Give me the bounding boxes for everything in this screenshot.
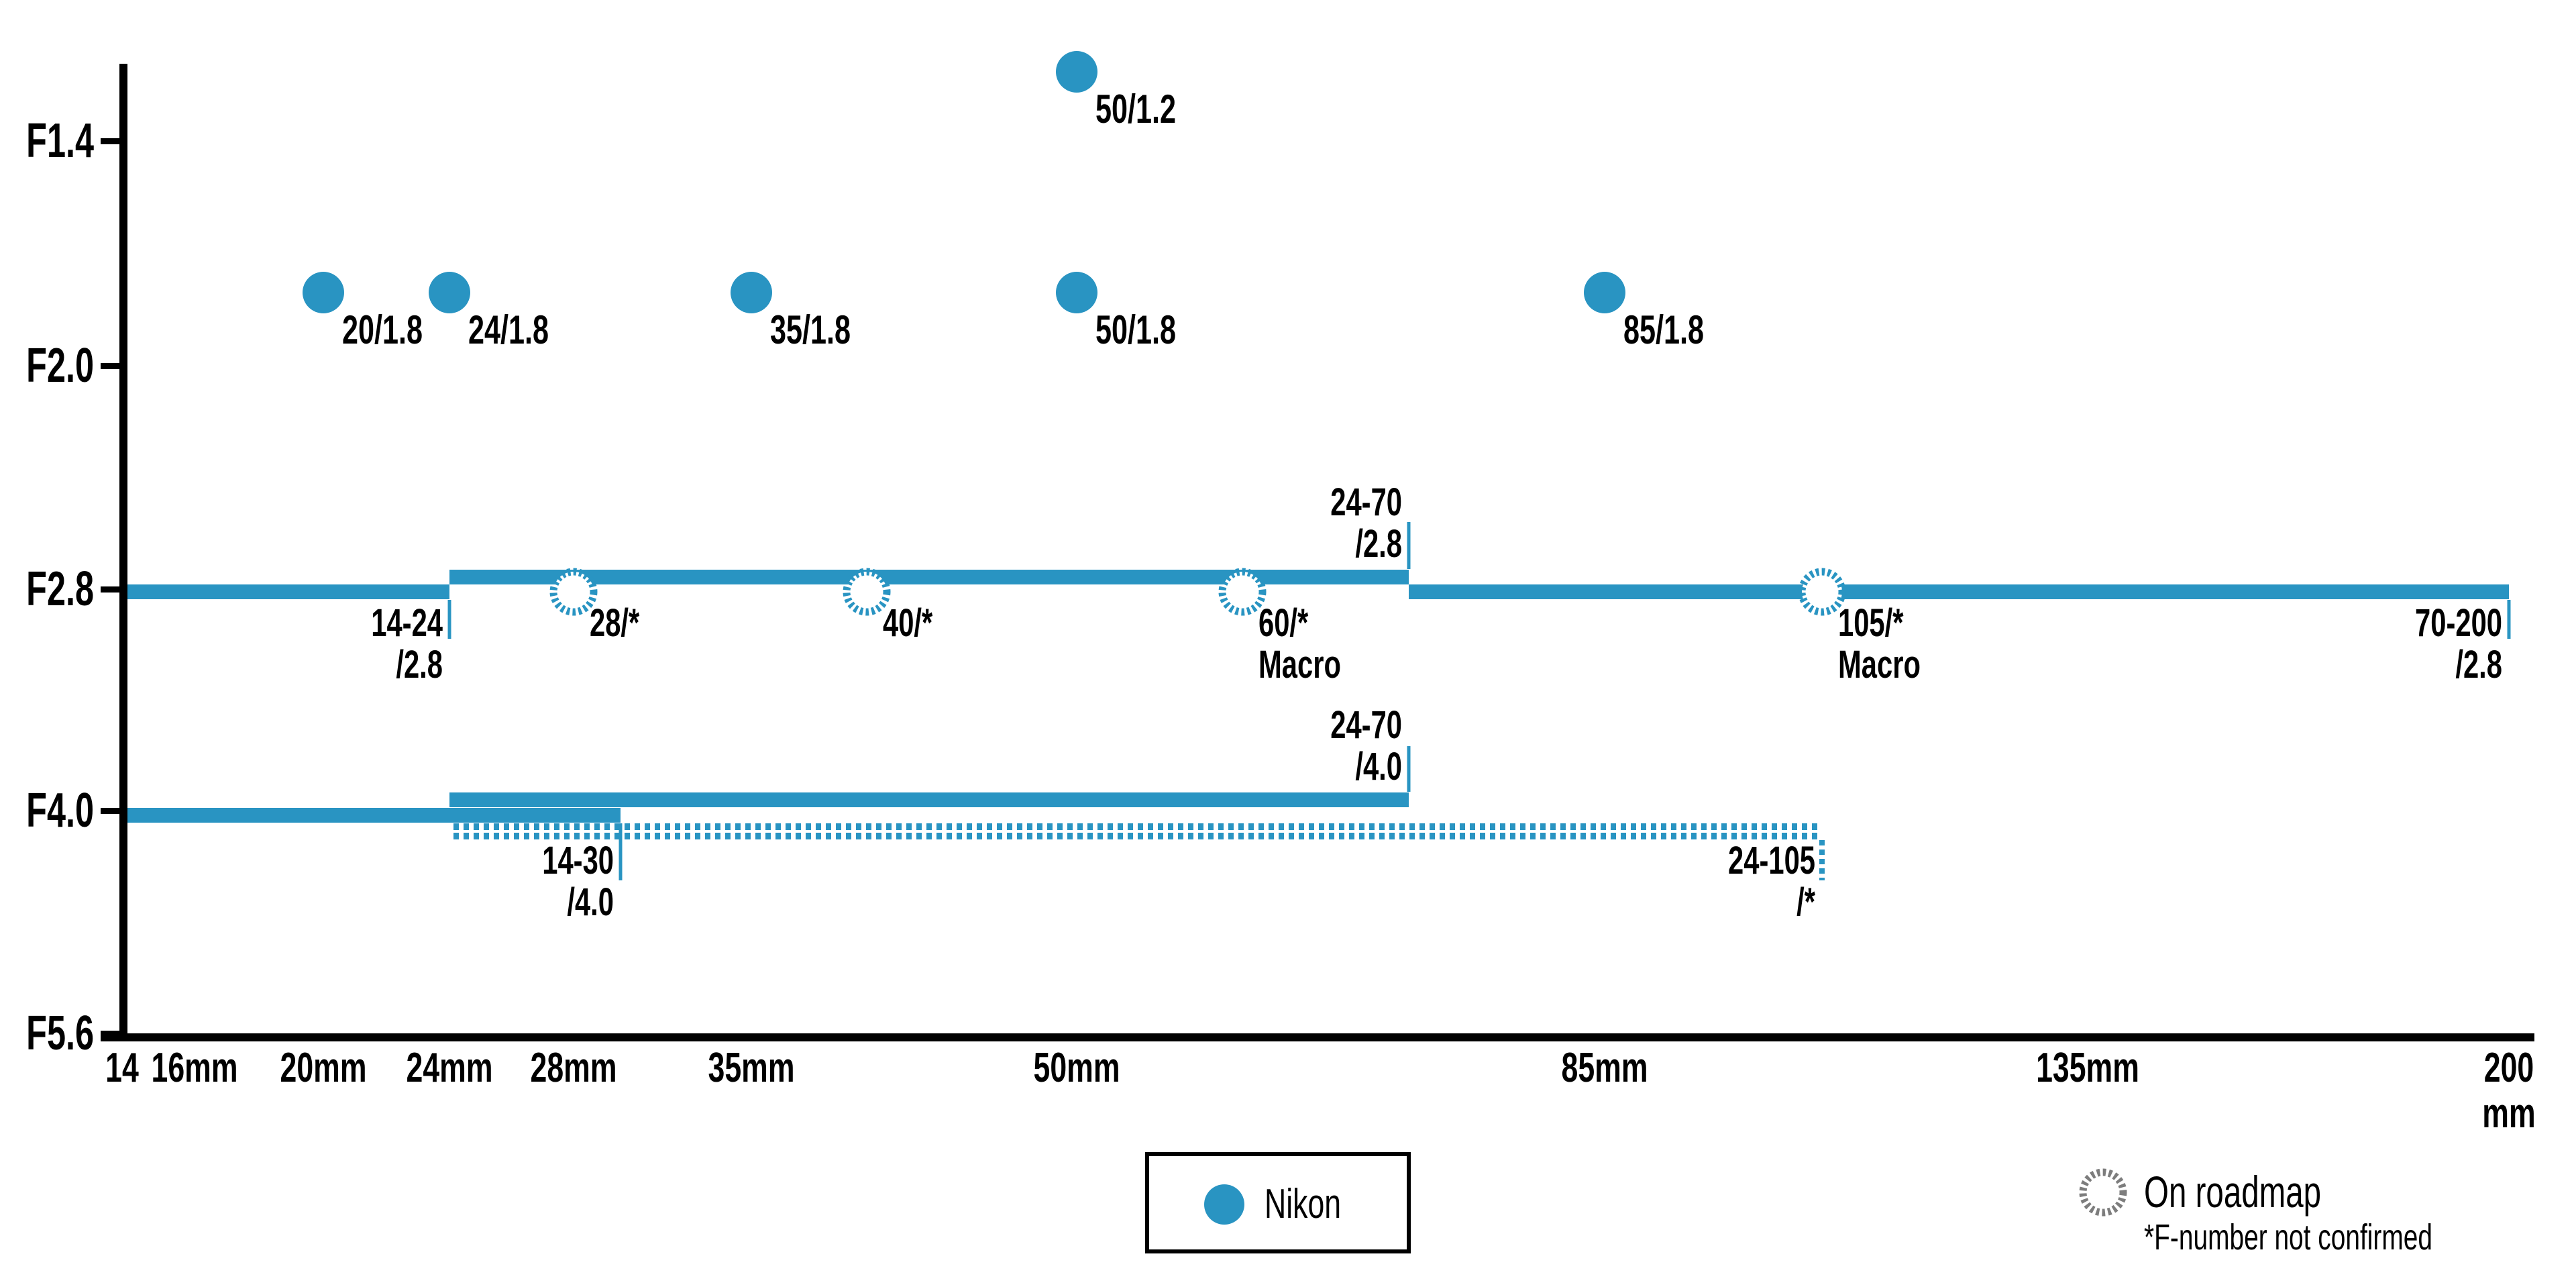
y-axis-tick-label: F2.0: [26, 339, 94, 393]
roadmap-lens-circle: [549, 568, 598, 616]
zoom-bar: [123, 584, 449, 599]
x-axis-tick-label: 50mm: [1033, 1045, 1120, 1091]
y-axis-tick-label: F2.8: [26, 562, 94, 616]
fnumber-footnote: *F-number not confirmed: [2144, 1217, 2432, 1257]
zoom-bar: [123, 808, 621, 823]
roadmap-lens-circles: [549, 568, 1846, 616]
zoom-lens-label: 24-105: [1728, 838, 1815, 882]
nikon-dot-icon: [1204, 1184, 1244, 1225]
x-axis-tick-label: 16mm: [151, 1045, 237, 1091]
prime-lens-label: 20/1.8: [342, 308, 423, 353]
x-axis-tick-label: 135mm: [2036, 1045, 2139, 1091]
y-axis-tick: [101, 1031, 127, 1037]
prime-lens-dot: [303, 272, 344, 313]
roadmap-lens-label: 60/*: [1258, 601, 1309, 644]
y-axis-tick-label: F1.4: [26, 114, 94, 168]
y-axis-tick: [101, 363, 127, 369]
x-axis-tick-label: 28mm: [530, 1045, 616, 1091]
y-axis-tick-label: F5.6: [26, 1007, 94, 1060]
zoom-lens-label: /2.8: [1355, 521, 1402, 565]
roadmap-lens-circle: [843, 568, 891, 616]
x-axis-tick-label: 14: [105, 1045, 139, 1091]
roadmap-legend-label: On roadmap: [2144, 1168, 2321, 1217]
nikon-legend-label: Nikon: [1265, 1181, 1341, 1227]
prime-lens-dot: [1056, 272, 1097, 313]
zoom-lens-label: /4.0: [567, 880, 614, 923]
y-axis-tick: [101, 138, 127, 144]
roadmap-lens-label: 40/*: [883, 601, 933, 644]
x-axis-tick-label: 200: [2484, 1045, 2534, 1091]
prime-lens-dot: [429, 272, 470, 313]
prime-lens-dot: [731, 272, 772, 313]
y-axis-tick: [101, 586, 127, 593]
roadmap-lens-label: Macro: [1838, 642, 1921, 686]
x-axis-line: [101, 1033, 2534, 1041]
zoom-lens-label: /4.0: [1355, 744, 1402, 788]
roadmap-lens-circle: [1218, 568, 1267, 616]
x-axis-tick-label: 24mm: [406, 1045, 492, 1091]
prime-lens-label: 50/1.8: [1095, 308, 1176, 353]
roadmap-lens-label: Macro: [1258, 642, 1341, 686]
lens-labels: 14-24/2.824-70/2.870-200/2.824-70/4.014-…: [342, 87, 2502, 923]
roadmap-lens-label: 28/*: [590, 601, 640, 644]
prime-lens-dot: [1584, 272, 1625, 313]
label-connector-lines: [447, 522, 2511, 880]
prime-lens-label: 85/1.8: [1623, 308, 1704, 353]
legend: Nikon On roadmap *F-number not confirmed: [1145, 1152, 2432, 1257]
prime-lens-label: 35/1.8: [770, 308, 851, 353]
axes: [101, 64, 2534, 1041]
y-axis-ticks: F1.4 F2.0 F2.8 F4.0 F5.6: [26, 114, 127, 1060]
zoom-lens-bars: [123, 570, 2509, 839]
roadmap-dashed-circle-icon: [2079, 1168, 2127, 1217]
zoom-bar: [449, 570, 1409, 584]
prime-lens-dots: [303, 51, 1625, 313]
x-axis-tick-label: mm: [2482, 1090, 2535, 1137]
zoom-bar: [1409, 584, 2509, 599]
zoom-lens-label: /2.8: [2455, 642, 2502, 686]
zoom-bar: [449, 792, 1409, 807]
nikon-legend-box: [1145, 1152, 1411, 1253]
zoom-lens-label: 14-30: [542, 838, 614, 882]
zoom-lens-label: 24-70: [1330, 480, 1402, 523]
prime-lens-dot: [1056, 51, 1097, 93]
prime-lens-label: 24/1.8: [468, 308, 549, 353]
zoom-lens-label: 14-24: [371, 601, 443, 644]
zoom-lens-label: /*: [1796, 880, 1815, 923]
x-axis-tick-label: 85mm: [1561, 1045, 1648, 1091]
zoom-lens-label: 70-200: [2415, 601, 2502, 644]
roadmap-lens-label: 105/*: [1838, 601, 1904, 644]
x-axis-tick-label: 35mm: [708, 1045, 794, 1091]
prime-lens-label: 50/1.2: [1095, 87, 1176, 132]
y-axis-tick-label: F4.0: [26, 784, 94, 837]
x-axis-tick-label: 20mm: [280, 1045, 366, 1091]
y-axis-tick: [101, 808, 127, 814]
zoom-lens-label: 24-70: [1330, 703, 1402, 746]
zoom-lens-label: /2.8: [396, 642, 443, 686]
roadmap-lens-circle: [1798, 568, 1846, 616]
y-axis-line: [119, 64, 127, 1041]
